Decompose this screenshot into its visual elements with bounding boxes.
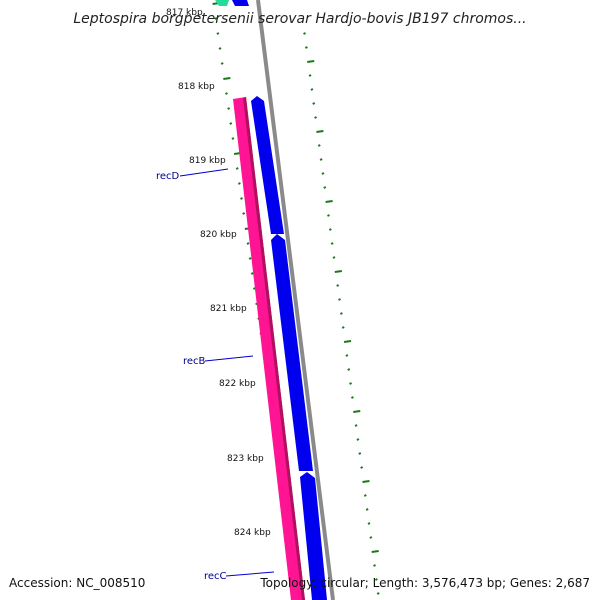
gc-tick [358,452,362,455]
backbone-line [256,0,335,600]
gc-tick [362,480,370,483]
gc-tick [321,172,325,175]
gene-label-recC: recC [204,571,227,582]
topology-summary: Topology: circular; Length: 3,576,473 bp… [259,576,590,590]
ruler-tick [225,92,228,95]
gc-tick [343,340,352,343]
ruler-tick [223,77,231,80]
label-line-recC [225,571,275,577]
gc-skew-band [233,97,305,600]
gc-tick [345,354,349,357]
tick-label-824: 824 kbp [234,528,271,538]
ruler-tick [214,17,218,20]
gc-tick [334,270,342,273]
gc-tick [310,88,314,91]
gc-tick [373,564,376,567]
tick-label-820: 820 kbp [200,230,237,240]
gc-tick [312,102,316,105]
feature-teal-top [215,0,229,6]
gc-tick [332,256,336,259]
gc-tick [349,382,353,385]
ruler-tick [242,212,246,215]
tick-label-817: 817 kbp [166,8,203,18]
gene-label-recB: recB [183,356,206,367]
gc-tick [356,438,360,441]
label-line-recB [204,355,254,362]
gc-tick [369,536,373,539]
ruler-tick [216,32,220,35]
gc-tick [341,326,345,329]
ruler-tick [229,122,233,125]
gc-tick [338,298,341,301]
ruler-tick [220,62,224,65]
ruler-tick [246,242,250,245]
label-line-recD [179,168,229,177]
gc-tick [360,466,364,469]
cds-arrow-top [232,0,249,6]
gc-tick [354,424,358,427]
gc-tick [353,410,361,413]
cds-arrow-recC [300,472,327,600]
ruler-tick [237,182,241,185]
gene-label-recD: recD [156,171,180,182]
cds-arrow-recD [251,96,284,234]
gc-tick [328,228,332,231]
gc-skew-band-shadow [243,97,305,600]
ruler-tick [227,107,231,110]
gc-tick [303,32,306,35]
tick-label-819: 819 kbp [189,156,226,166]
gc-tick [336,284,340,287]
ruler-tick [231,137,235,140]
gc-tick [339,312,343,315]
gc-content-dots [303,32,380,595]
gc-tick [314,116,318,119]
gc-tick [376,592,380,595]
gc-tick [347,368,351,371]
gc-tick [316,130,324,133]
ruler-tick [218,47,222,50]
gc-tick [330,242,334,245]
gc-tick [371,550,379,553]
ruler-tick [248,257,252,260]
tick-label-821: 821 kbp [210,304,247,314]
ruler-tick [235,167,239,170]
map-title: Leptospira borgpetersenii serovar Hardjo… [73,11,526,27]
gc-tick [327,214,330,217]
tick-label-823: 823 kbp [227,454,264,464]
gc-tick [323,186,327,189]
ruler-tick [250,272,254,275]
gc-tick [374,578,378,581]
cds-arrow-recB [271,234,313,471]
ruler-tick [240,197,243,200]
gc-tick [307,60,315,63]
gc-tick [308,74,312,77]
gc-tick [317,144,321,147]
tick-labels: 817 kbp 818 kbp 819 kbp 820 kbp 821 kbp … [166,8,271,538]
gc-tick [350,396,354,399]
gc-tick [365,508,369,511]
gc-tick [319,158,323,161]
gc-tick [304,46,308,49]
gc-tick [325,200,333,203]
gc-tick [367,522,371,525]
accession-text: Accession: NC_008510 [9,576,145,590]
tick-label-822: 822 kbp [219,379,256,389]
gc-tick [363,494,367,497]
tick-label-818: 818 kbp [178,82,215,92]
